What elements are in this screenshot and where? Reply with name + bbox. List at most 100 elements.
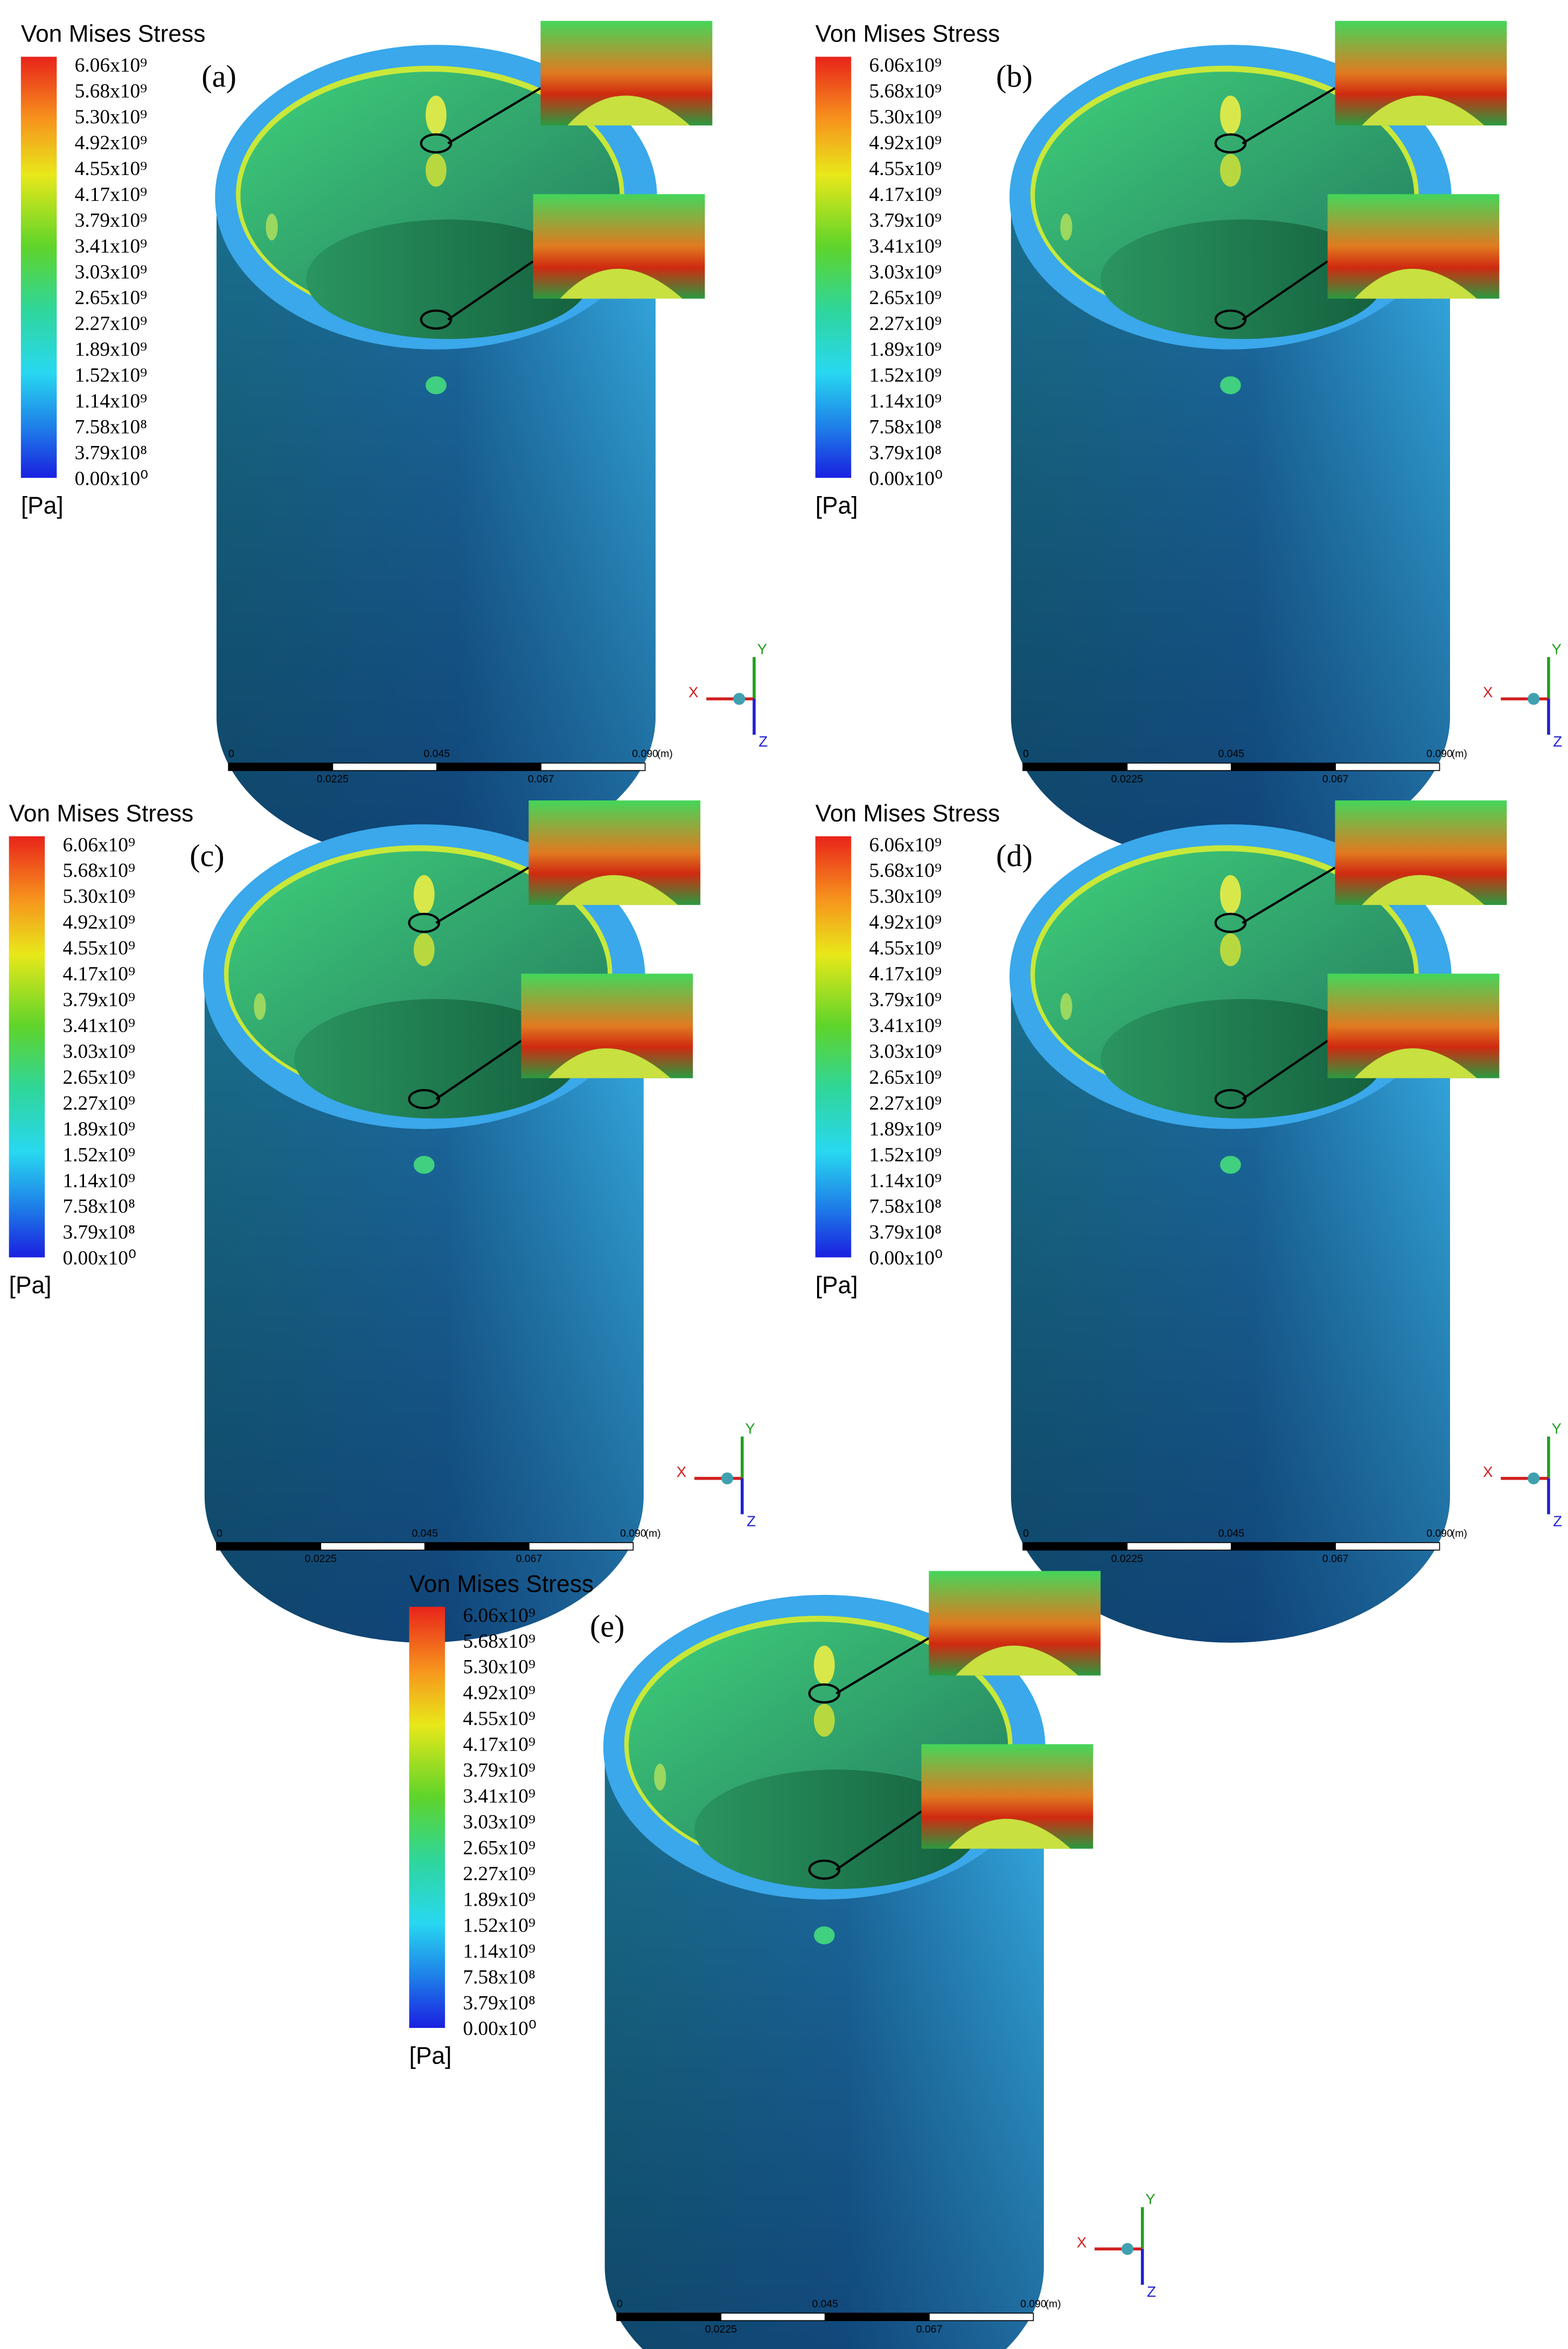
scale-label: 0 (228, 748, 234, 760)
legend-unit: [Pa] (816, 493, 858, 519)
legend-label: 1.89x10⁹ (463, 1888, 535, 1911)
scale-label: 0.090 (1020, 2298, 1047, 2310)
legend-label: 3.03x10⁹ (869, 261, 942, 283)
legend-label: 2.27x10⁹ (869, 313, 942, 335)
legend-label: 6.06x10⁹ (869, 54, 942, 76)
legend-label: 7.58x10⁸ (75, 416, 148, 438)
legend-label: 2.65x10⁹ (463, 1837, 535, 1859)
axis-label: Z (1147, 2283, 1156, 2300)
triad-origin (721, 1472, 734, 1484)
inset-shape (1354, 269, 1477, 299)
legend-label: 4.17x10⁹ (75, 184, 148, 206)
inner-floor (294, 999, 578, 1119)
scale-label: 0.090 (620, 1528, 646, 1539)
legend-label: 1.52x10⁹ (463, 1914, 535, 1936)
legend-title: Von Mises Stress (9, 800, 194, 827)
callout-line (447, 87, 541, 144)
hole (1060, 993, 1072, 1020)
inset-shape (1362, 95, 1485, 126)
legend-label: 3.79x10⁸ (869, 1222, 942, 1244)
scale-segment (929, 2312, 1034, 2322)
callout-circle (408, 912, 441, 933)
triad-origin (1528, 1472, 1540, 1484)
callout-line (435, 1040, 522, 1100)
axis-label: X (1077, 2234, 1087, 2250)
legend-label: 4.55x10⁹ (62, 937, 135, 959)
inset-shape (567, 95, 690, 126)
scale-segment (332, 762, 437, 771)
callout-circle (1214, 912, 1247, 933)
axis-label: Z (758, 733, 768, 750)
hole (654, 1764, 666, 1791)
legend-label: 2.27x10⁹ (869, 1092, 942, 1114)
legend-unit: [Pa] (816, 1272, 858, 1299)
legend-label: 3.79x10⁹ (463, 1760, 535, 1782)
scale-segment (528, 1542, 634, 1551)
scale-segment (1230, 1542, 1336, 1551)
legend-label: 0.00x10⁰ (869, 468, 943, 490)
scale-label: 0.067 (516, 1553, 542, 1565)
axis-label: Y (745, 1420, 755, 1437)
colorbar (815, 57, 852, 478)
scale-segment (436, 762, 542, 771)
legend-label: 4.17x10⁹ (62, 963, 135, 985)
legend-label: 1.89x10⁹ (62, 1118, 135, 1140)
legend-label: 4.17x10⁹ (463, 1734, 535, 1756)
inset-shape (560, 269, 682, 299)
legend-label: 3.41x10⁹ (869, 1015, 942, 1037)
inner-floor (694, 1769, 978, 1890)
legend-label: 3.41x10⁹ (75, 235, 148, 257)
callout-line (1242, 260, 1328, 321)
legend-label: 1.14x10⁹ (463, 1940, 535, 1962)
legend-label: 1.14x10⁹ (869, 1170, 942, 1192)
scale-segment (1126, 762, 1232, 771)
scale-segment (228, 762, 333, 771)
colorbar (409, 1607, 445, 2028)
legend-label: 2.65x10⁹ (869, 287, 942, 309)
scale-unit: (m) (1046, 2298, 1061, 2310)
scale-segment (1335, 762, 1440, 771)
axis-label: X (688, 684, 699, 701)
legend-label: 1.89x10⁹ (869, 1118, 942, 1140)
legend-label: 2.65x10⁹ (869, 1067, 942, 1089)
scale-segment (424, 1542, 529, 1551)
inset-shape (548, 1048, 671, 1078)
legend-label: 7.58x10⁸ (463, 1966, 535, 1988)
legend-label: 2.27x10⁹ (62, 1092, 135, 1114)
legend-label: 3.03x10⁹ (75, 261, 148, 283)
legend-label: 1.89x10⁹ (75, 339, 148, 361)
scale-segment (540, 762, 646, 771)
scale-label: 0 (1023, 748, 1029, 760)
hole (1220, 933, 1241, 966)
callout-circle (420, 309, 452, 330)
hole (1220, 154, 1241, 187)
panel-label: (b) (996, 59, 1033, 94)
legend-label: 4.92x10⁹ (869, 132, 942, 154)
legend-label: 0.00x10⁰ (75, 468, 149, 490)
legend-label: 4.17x10⁹ (869, 963, 942, 985)
callout-line (1242, 866, 1336, 924)
legend-title: Von Mises Stress (409, 1571, 594, 1597)
callout-line (835, 1810, 922, 1871)
inset-shape (555, 875, 678, 905)
legend-label: 4.92x10⁹ (62, 911, 135, 933)
scale-unit: (m) (1452, 748, 1467, 760)
legend-label: 3.41x10⁹ (869, 235, 942, 257)
legend-label: 4.92x10⁹ (463, 1682, 535, 1704)
axis-label: Z (1553, 1512, 1562, 1529)
triad-origin (1121, 2243, 1134, 2255)
legend-label: 5.68x10⁹ (75, 80, 148, 102)
legend-label: 7.58x10⁸ (62, 1196, 135, 1218)
hole (1220, 875, 1241, 914)
scale-label: 0.067 (1322, 1553, 1349, 1565)
callout-circle (808, 1859, 841, 1880)
callout-circle (808, 1683, 841, 1704)
scale-segment (1022, 1542, 1128, 1551)
scale-label: 0.0225 (1111, 1553, 1143, 1565)
axis-label: Y (757, 640, 768, 657)
scale-label: 0.045 (424, 748, 450, 760)
scale-segment (1230, 762, 1336, 771)
legend-label: 5.30x10⁹ (869, 886, 942, 908)
legend-label: 1.89x10⁹ (869, 339, 942, 361)
legend-label: 3.79x10⁸ (869, 442, 942, 464)
